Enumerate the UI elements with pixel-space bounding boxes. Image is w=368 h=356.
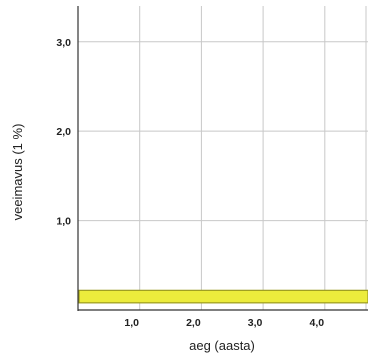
y-tick-label: 2,0 [56,126,71,138]
x-tick-label: 3,0 [248,317,263,329]
y-axis-title: veeimavus (1 %) [10,124,25,221]
x-axis-title: aeg (aasta) [189,338,255,353]
x-tick-label: 2,0 [186,317,201,329]
x-tick-label: 4,0 [310,317,325,329]
axes [77,6,368,311]
grid-lines [78,6,368,310]
y-tick-labels: 1,0 2,0 3,0 [56,37,71,228]
x-tick-labels: 1,0 2,0 3,0 4,0 [124,317,324,329]
band-area [78,289,368,304]
y-tick-label: 3,0 [56,37,71,49]
y-tick-label: 1,0 [56,216,71,228]
band-layer [78,289,368,304]
x-tick-label: 1,0 [124,317,139,329]
